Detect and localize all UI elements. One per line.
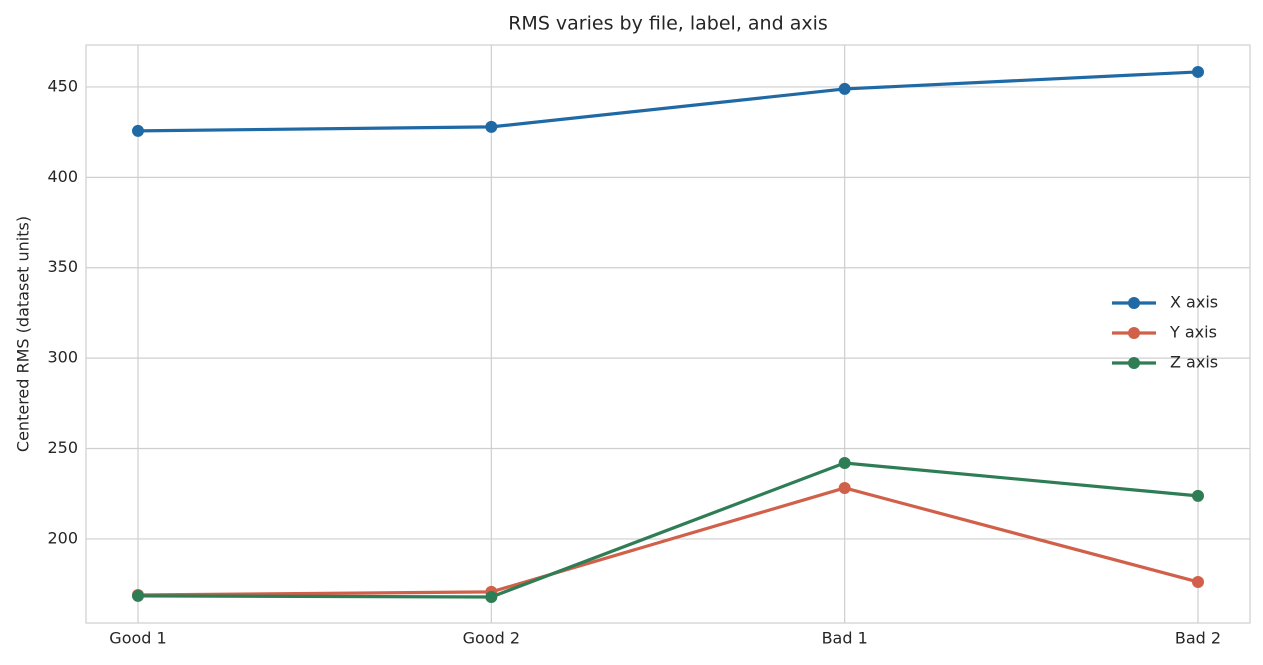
point <box>1192 65 1204 78</box>
point <box>1192 489 1204 502</box>
y-tick-label: 250 <box>47 438 78 457</box>
series-line <box>137 461 1199 599</box>
x-tick-label: Bad 1 <box>822 629 868 648</box>
legend-label: X axis <box>1170 293 1218 312</box>
legend-marker <box>1128 357 1140 369</box>
point <box>1192 575 1204 588</box>
y-tick-label: 200 <box>47 528 78 547</box>
point <box>838 481 851 494</box>
point <box>838 456 851 469</box>
y-tick-label: 450 <box>47 76 78 95</box>
plot-frame <box>85 44 1251 624</box>
point <box>485 590 498 603</box>
series-line <box>137 486 1199 597</box>
legend-label: Z axis <box>1170 353 1218 372</box>
y-tick-label: 400 <box>47 167 78 186</box>
legend-marker <box>1128 327 1140 339</box>
y-tick-label: 350 <box>47 257 78 276</box>
series-line <box>137 70 1199 133</box>
y-axis-label: Centered RMS (dataset units) <box>14 216 33 452</box>
point <box>132 124 144 137</box>
x-tick-label: Bad 2 <box>1175 629 1221 648</box>
legend-marker <box>1128 297 1140 309</box>
legend-label: Y axis <box>1169 323 1217 342</box>
point <box>485 120 498 133</box>
point <box>838 82 851 95</box>
chart-title: RMS varies by file, label, and axis <box>508 13 828 35</box>
point <box>132 589 144 602</box>
x-tick-label: Good 2 <box>463 629 520 648</box>
x-tick-label: Good 1 <box>109 629 166 648</box>
y-tick-label: 300 <box>47 348 78 367</box>
